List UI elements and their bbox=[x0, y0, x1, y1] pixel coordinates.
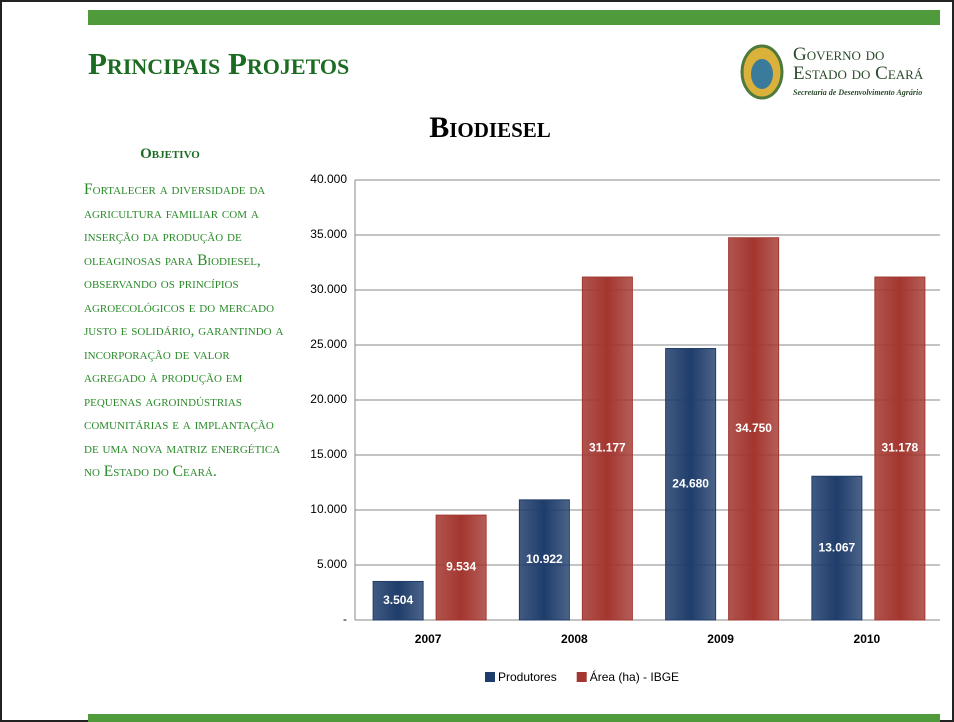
legend-swatch bbox=[576, 672, 587, 682]
bar bbox=[874, 276, 926, 621]
y-tick-label: 25.000 bbox=[310, 337, 347, 351]
y-tick-label: 15.000 bbox=[310, 447, 347, 461]
value-label: 10.922 bbox=[526, 552, 563, 566]
objective-heading: Objetivo bbox=[140, 146, 200, 162]
top-bar bbox=[88, 10, 940, 25]
bar bbox=[728, 237, 780, 621]
legend-label: Produtores bbox=[498, 670, 557, 684]
y-tick-label: 40.000 bbox=[310, 172, 347, 186]
bottom-bar bbox=[88, 714, 940, 722]
logo-subtitle: Secretaria de Desenvolvimento Agrário bbox=[793, 88, 923, 97]
y-tick-label: - bbox=[343, 612, 347, 626]
y-tick-label: 20.000 bbox=[310, 392, 347, 406]
x-tick-label: 2008 bbox=[561, 632, 588, 646]
slide-title: Principais Projetos bbox=[88, 46, 350, 81]
y-tick-label: 5.000 bbox=[317, 557, 347, 571]
bar bbox=[518, 499, 570, 621]
legend-swatch bbox=[485, 672, 495, 682]
bar bbox=[811, 475, 863, 621]
chart-title: Biodiesel bbox=[429, 111, 551, 144]
value-label: 31.178 bbox=[882, 441, 919, 455]
bar bbox=[435, 514, 487, 621]
value-label: 9.534 bbox=[446, 560, 476, 574]
y-tick-label: 30.000 bbox=[310, 282, 347, 296]
bar bbox=[581, 276, 633, 621]
value-label: 34.750 bbox=[735, 421, 772, 435]
objective-text: Fortalecer a diversidade da agricultura … bbox=[84, 181, 284, 480]
value-label: 24.680 bbox=[672, 476, 709, 490]
logo-emblem-inner bbox=[751, 59, 773, 89]
value-label: 31.177 bbox=[589, 441, 626, 455]
value-label: 13.067 bbox=[819, 540, 856, 554]
y-tick-label: 35.000 bbox=[310, 227, 347, 241]
value-label: 3.504 bbox=[383, 593, 413, 607]
x-tick-label: 2010 bbox=[854, 632, 881, 646]
bar bbox=[665, 348, 717, 621]
legend-label: Área (ha) - IBGE bbox=[590, 669, 679, 684]
x-tick-label: 2009 bbox=[707, 632, 734, 646]
y-tick-label: 10.000 bbox=[310, 502, 347, 516]
bar bbox=[372, 580, 424, 621]
logo-text: Governo do bbox=[793, 44, 885, 65]
x-tick-label: 2007 bbox=[415, 632, 442, 646]
logo-text: Estado do Ceará bbox=[793, 63, 924, 84]
